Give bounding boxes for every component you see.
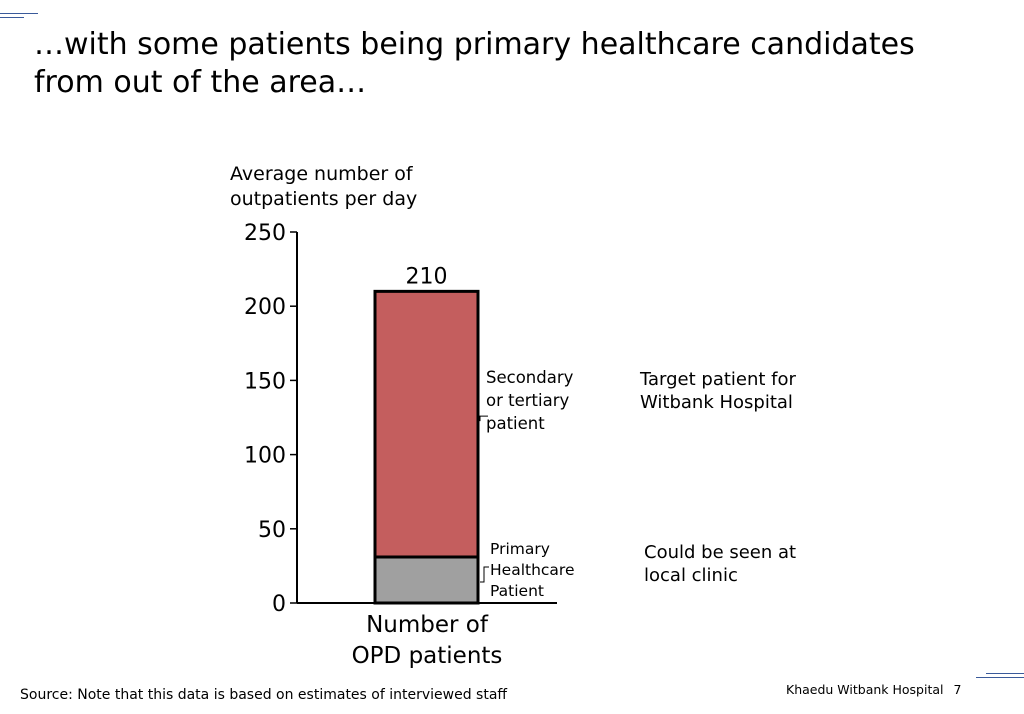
x-axis-label-line-2: OPD patients: [352, 643, 503, 669]
slide-title-line-2: from out of the area…: [34, 65, 367, 100]
secondary-note: Target patient for Witbank Hospital: [640, 368, 796, 414]
secondary-note-line-2: Witbank Hospital: [640, 392, 793, 413]
segment-label-2-line-3: patient: [486, 414, 545, 433]
segment-label-1-line-1: Primary: [490, 540, 550, 558]
bar-segment-2: [373, 289, 480, 559]
y-tick-label: 250: [244, 221, 286, 246]
page-number: 7: [953, 682, 962, 697]
corner-deco-bottom-right-1: [986, 673, 1024, 674]
primary-note-line-2: local clinic: [644, 565, 738, 586]
slide-title-line-1: …with some patients being primary health…: [34, 27, 915, 62]
corner-deco-top-left-2: [0, 17, 24, 18]
segment-label-2-line-2: or tertiary: [486, 391, 569, 410]
x-axis-label-line-1: Number of: [366, 612, 489, 638]
corner-deco-top-left-1: [0, 13, 38, 14]
y-tick-label: 100: [244, 444, 286, 469]
footer: Khaedu Witbank Hospital 7: [786, 682, 961, 697]
y-tick-label: 0: [272, 592, 286, 617]
y-tick-label: 150: [244, 369, 286, 394]
primary-note: Could be seen at local clinic: [644, 541, 796, 587]
segment-label-1-line-3: Patient: [490, 582, 544, 600]
segment-bracket-1: [480, 566, 489, 583]
segment-label-2-line-1: Secondary: [486, 368, 574, 387]
y-axis-label-line-1: Average number of: [230, 163, 414, 185]
source-note: Source: Note that this data is based on …: [20, 687, 508, 703]
y-tick-label: 200: [244, 295, 286, 320]
secondary-note-line-1: Target patient for: [640, 369, 796, 390]
footer-org: Khaedu Witbank Hospital: [786, 682, 944, 697]
segment-bracket-2: [479, 415, 488, 422]
bar-segment-1: [373, 555, 480, 605]
corner-deco-bottom-right-2: [976, 677, 1024, 678]
y-axis-label-line-2: outpatients per day: [230, 188, 417, 210]
segment-label-1-line-2: Healthcare: [490, 561, 575, 579]
primary-note-line-1: Could be seen at: [644, 542, 797, 563]
y-tick-label: 50: [258, 518, 286, 543]
bar-total-label: 210: [406, 264, 448, 289]
slide-title: …with some patients being primary health…: [34, 26, 1014, 102]
